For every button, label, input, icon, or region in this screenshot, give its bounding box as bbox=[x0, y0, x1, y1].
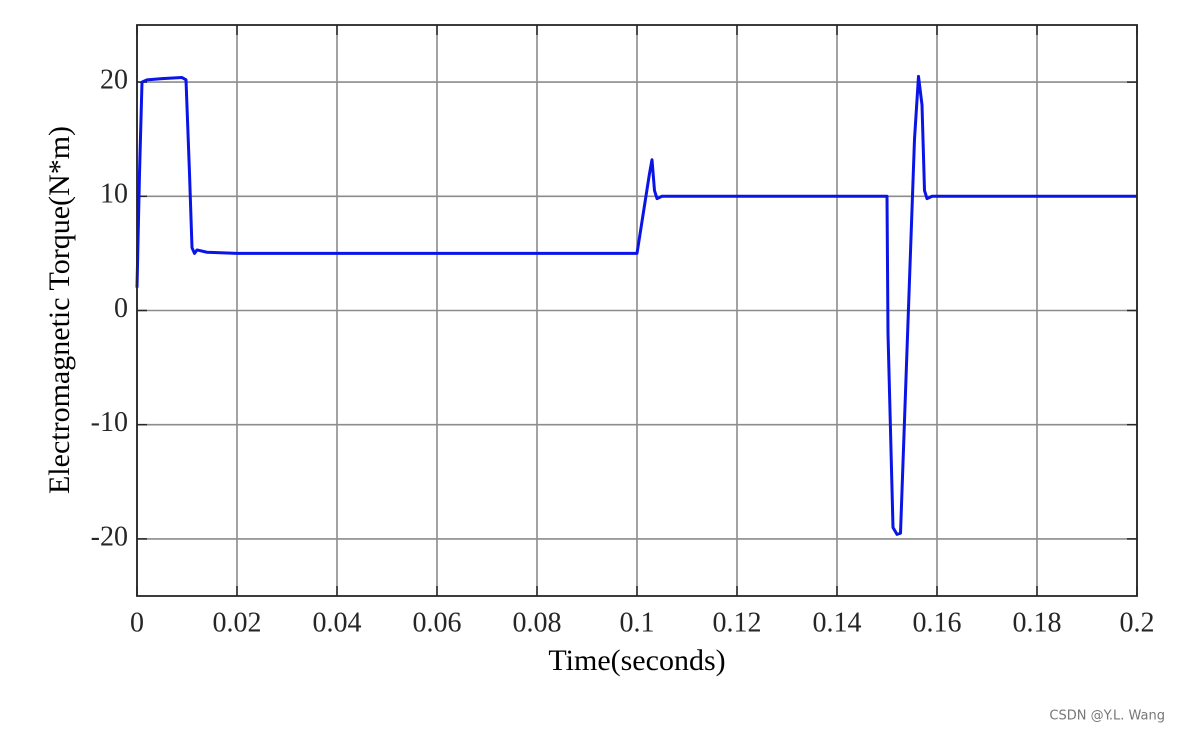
x-tick-label: 0.2 bbox=[1120, 607, 1155, 638]
x-tick-label: 0.14 bbox=[813, 607, 862, 638]
x-tick-label: 0.08 bbox=[513, 607, 562, 638]
axes-box bbox=[136, 24, 1138, 597]
x-axis-label: Time(seconds) bbox=[548, 644, 725, 677]
y-tick-label: 10 bbox=[100, 179, 128, 210]
x-tick-label: 0.18 bbox=[1013, 607, 1062, 638]
watermark: CSDN @Y.L. Wang bbox=[1049, 709, 1165, 724]
y-tick-label: 0 bbox=[114, 293, 128, 324]
y-tick-label: 20 bbox=[100, 65, 128, 96]
x-tick-label: 0.06 bbox=[413, 607, 462, 638]
y-tick-label: -20 bbox=[91, 521, 128, 552]
y-axis-label: Electromagnetic Torque(N*m) bbox=[43, 126, 76, 494]
y-tick-label: -10 bbox=[91, 407, 128, 438]
x-tick-label: 0.02 bbox=[213, 607, 262, 638]
x-tick-label: 0.1 bbox=[620, 607, 655, 638]
x-tick-label: 0.12 bbox=[713, 607, 762, 638]
data-line bbox=[135, 74, 1137, 536]
x-tick-label: 0 bbox=[130, 607, 144, 638]
x-tick-label: 0.16 bbox=[913, 607, 962, 638]
x-tick-label: 0.04 bbox=[313, 607, 362, 638]
